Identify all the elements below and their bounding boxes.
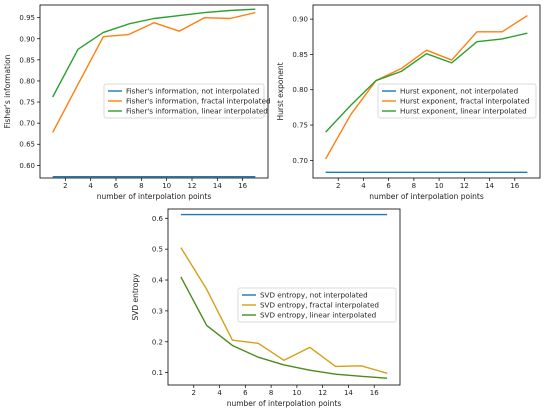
legend-entry: Hurst exponent, fractal interpolated [400,97,529,106]
x-tick-label: 4 [217,389,222,397]
x-tick-label: 10 [292,389,301,397]
x-axis-label: number of interpolation points [227,399,342,408]
legend-entry: Hurst exponent, not interpolated [400,87,518,96]
y-tick-label: 0.85 [19,56,35,64]
legend-entry: Fisher's information, linear interpolate… [126,107,268,116]
x-tick-label: 12 [460,182,469,190]
chart-panel-1: 2 4 6 8 10 12 14 16 0.60 0.65 0.70 0.75 0.80 0.85 0.90… [3,5,271,201]
y-tick-label: 0.70 [19,120,35,128]
y-tick-label: 0.4 [152,277,164,285]
y-tick-label: 0.70 [292,157,308,165]
y-tick-label: 0.90 [292,16,308,24]
x-tick-label: 16 [510,182,519,190]
x-tick-label: 2 [192,389,196,397]
x-axis-label: number of interpolation points [369,192,484,201]
x-tick-label: 4 [361,182,366,190]
legend-entry: Fisher's information, fractal interpolat… [126,97,271,106]
x-tick-label: 14 [344,389,353,397]
x-tick-label: 14 [213,182,222,190]
y-tick-label: 0.60 [19,162,35,170]
chart-panel-3: 2 4 6 8 10 12 14 16 0.1 0.2 0.3 0.4 0.5 0.6 number of … [131,209,400,408]
y-tick-label: 0.75 [292,122,308,130]
x-tick-label: 16 [370,389,379,397]
legend-entry: Hurst exponent, linear interpolated [400,107,527,116]
x-tick-label: 8 [412,182,416,190]
y-tick-label: 0.90 [19,35,35,43]
x-tick-label: 12 [188,182,197,190]
legend-entry: Fisher's information, not interpolated [126,87,259,96]
x-tick-label: 8 [139,182,143,190]
x-tick-label: 6 [114,182,119,190]
x-tick-label: 2 [336,182,340,190]
x-tick-label: 14 [485,182,494,190]
y-tick-label: 0.1 [152,369,163,377]
x-tick-label: 4 [88,182,93,190]
x-tick-label: 8 [269,389,273,397]
y-tick-label: 0.6 [152,215,164,223]
y-tick-label: 0.85 [292,51,308,59]
y-tick-label: 0.3 [152,307,163,315]
x-tick-label: 2 [63,182,67,190]
y-axis-label: Hurst exponent [276,62,285,120]
legend-entry: SVD entropy, not interpolated [260,291,368,300]
y-axis-label: SVD entropy [131,273,140,321]
x-tick-label: 10 [162,182,171,190]
y-tick-label: 0.2 [152,338,163,346]
y-tick-label: 0.80 [19,77,35,85]
x-axis-label: number of interpolation points [97,192,212,201]
y-tick-label: 0.5 [152,246,163,254]
y-axis-label: Fisher's information [3,54,12,128]
y-tick-label: 0.65 [19,141,35,149]
legend-entry: SVD entropy, fractal interpolated [260,301,379,310]
x-tick-label: 10 [435,182,444,190]
x-tick-label: 16 [238,182,247,190]
x-tick-label: 12 [318,389,327,397]
legend-entry: SVD entropy, linear interpolated [260,311,376,320]
y-tick-label: 0.80 [292,86,308,94]
y-tick-label: 0.95 [19,14,35,22]
x-tick-label: 6 [386,182,391,190]
chart-panel-2: 2 4 6 8 10 12 14 16 0.70 0.75 0.80 0.85 0.90 number o… [276,5,540,201]
x-tick-label: 6 [243,389,248,397]
y-tick-label: 0.75 [19,99,35,107]
